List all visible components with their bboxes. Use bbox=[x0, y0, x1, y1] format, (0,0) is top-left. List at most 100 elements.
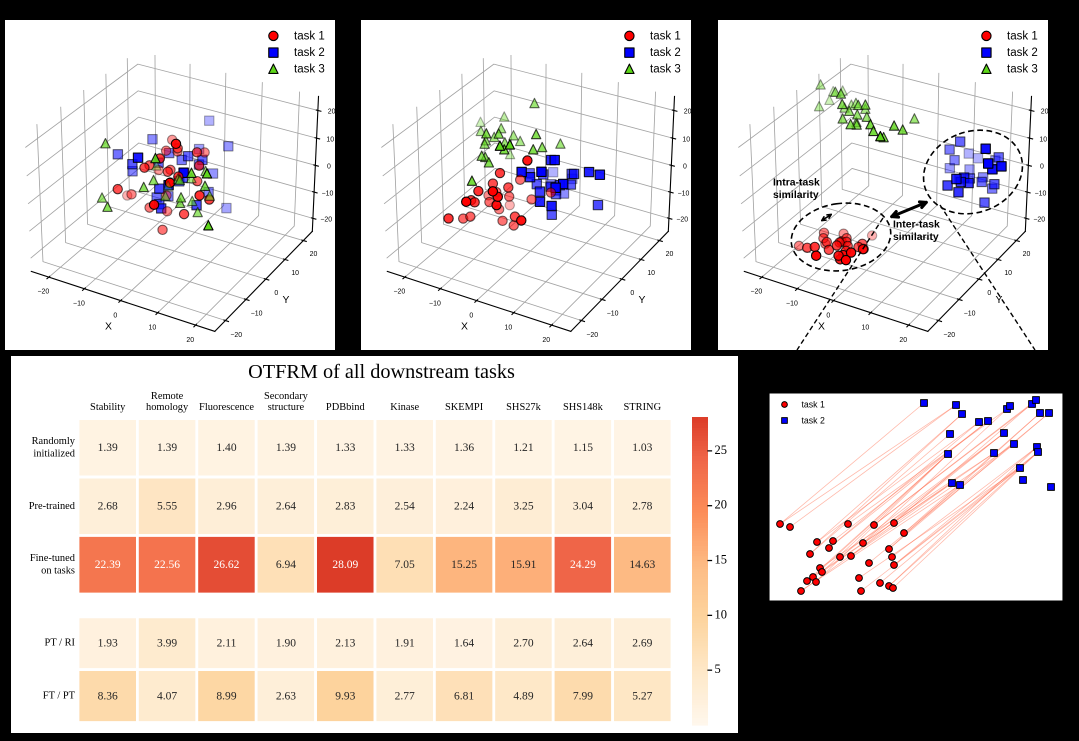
svg-text:Y: Y bbox=[996, 295, 1003, 306]
svg-text:15: 15 bbox=[715, 553, 728, 567]
svg-text:2.54: 2.54 bbox=[395, 501, 415, 513]
svg-text:0: 0 bbox=[1040, 164, 1044, 171]
svg-text:PT / RI: PT / RI bbox=[45, 638, 76, 649]
svg-text:8.36: 8.36 bbox=[98, 690, 118, 702]
svg-text:STRING: STRING bbox=[624, 402, 662, 413]
svg-text:4.89: 4.89 bbox=[513, 690, 533, 702]
svg-text:−20: −20 bbox=[37, 289, 49, 296]
svg-text:task 3: task 3 bbox=[294, 63, 325, 75]
svg-text:2.96: 2.96 bbox=[216, 501, 236, 513]
svg-text:X: X bbox=[818, 322, 825, 333]
svg-text:structure: structure bbox=[268, 402, 305, 413]
svg-text:−20: −20 bbox=[750, 289, 762, 296]
svg-text:28.09: 28.09 bbox=[332, 559, 358, 571]
svg-text:20: 20 bbox=[1023, 251, 1031, 258]
svg-text:−20: −20 bbox=[1033, 217, 1045, 224]
svg-text:similarity: similarity bbox=[773, 190, 819, 201]
svg-text:10: 10 bbox=[647, 270, 655, 277]
svg-text:15.25: 15.25 bbox=[451, 559, 477, 571]
svg-text:1.39: 1.39 bbox=[98, 442, 118, 454]
svg-text:Remote: Remote bbox=[151, 391, 184, 402]
svg-text:−10: −10 bbox=[73, 300, 85, 307]
svg-text:X: X bbox=[461, 322, 468, 333]
svg-text:20: 20 bbox=[899, 337, 907, 344]
svg-text:task 3: task 3 bbox=[1007, 63, 1038, 75]
svg-text:1.39: 1.39 bbox=[276, 442, 296, 454]
svg-text:20: 20 bbox=[328, 109, 335, 116]
svg-text:6.94: 6.94 bbox=[276, 559, 296, 571]
svg-text:20: 20 bbox=[1041, 109, 1048, 116]
svg-text:−10: −10 bbox=[251, 311, 263, 318]
svg-text:9.93: 9.93 bbox=[335, 690, 355, 702]
svg-text:10: 10 bbox=[715, 607, 728, 621]
svg-text:−20: −20 bbox=[943, 332, 955, 339]
svg-text:2.13: 2.13 bbox=[335, 637, 355, 649]
svg-text:2.24: 2.24 bbox=[454, 501, 474, 513]
svg-text:2.69: 2.69 bbox=[632, 637, 652, 649]
svg-text:1.40: 1.40 bbox=[216, 442, 236, 454]
svg-text:24.29: 24.29 bbox=[570, 559, 596, 571]
svg-text:1.33: 1.33 bbox=[335, 442, 355, 454]
svg-text:initialized: initialized bbox=[33, 449, 75, 460]
svg-text:1.39: 1.39 bbox=[157, 442, 177, 454]
svg-text:1.21: 1.21 bbox=[513, 442, 533, 454]
svg-text:25: 25 bbox=[715, 443, 728, 457]
svg-text:PDBbind: PDBbind bbox=[326, 402, 366, 413]
svg-text:FT / PT: FT / PT bbox=[43, 691, 76, 702]
svg-text:1.36: 1.36 bbox=[454, 442, 474, 454]
svg-text:22.39: 22.39 bbox=[95, 559, 121, 571]
svg-text:20: 20 bbox=[310, 251, 318, 258]
svg-text:Randomly: Randomly bbox=[32, 436, 76, 447]
svg-text:−10: −10 bbox=[786, 300, 798, 307]
svg-text:task 2: task 2 bbox=[650, 47, 681, 59]
svg-text:SHS148k: SHS148k bbox=[563, 402, 604, 413]
svg-text:0: 0 bbox=[469, 312, 473, 319]
svg-text:4.07: 4.07 bbox=[157, 690, 177, 702]
svg-text:14.63: 14.63 bbox=[629, 559, 655, 571]
svg-text:10: 10 bbox=[861, 325, 869, 332]
svg-text:task 1: task 1 bbox=[650, 30, 681, 42]
svg-text:10: 10 bbox=[504, 325, 512, 332]
svg-text:−10: −10 bbox=[964, 311, 976, 318]
svg-text:15.91: 15.91 bbox=[511, 559, 537, 571]
svg-text:7.05: 7.05 bbox=[395, 559, 415, 571]
svg-text:1.64: 1.64 bbox=[454, 637, 474, 649]
svg-text:10: 10 bbox=[291, 270, 299, 277]
svg-text:8.99: 8.99 bbox=[216, 690, 236, 702]
svg-text:task 3: task 3 bbox=[650, 63, 681, 75]
svg-text:0: 0 bbox=[683, 164, 687, 171]
svg-text:−20: −20 bbox=[230, 332, 242, 339]
svg-text:−10: −10 bbox=[1035, 190, 1047, 197]
svg-text:3.99: 3.99 bbox=[157, 637, 177, 649]
svg-text:task 2: task 2 bbox=[1007, 47, 1038, 59]
svg-text:0: 0 bbox=[327, 164, 331, 171]
svg-text:2.68: 2.68 bbox=[98, 501, 118, 513]
svg-text:0: 0 bbox=[826, 312, 830, 319]
svg-text:1.93: 1.93 bbox=[98, 637, 118, 649]
svg-text:−10: −10 bbox=[678, 190, 690, 197]
svg-text:Fine-tuned: Fine-tuned bbox=[30, 553, 76, 564]
svg-text:10: 10 bbox=[1004, 270, 1012, 277]
svg-text:SHS27k: SHS27k bbox=[506, 402, 541, 413]
svg-text:−10: −10 bbox=[607, 311, 619, 318]
svg-text:2.64: 2.64 bbox=[276, 501, 296, 513]
svg-text:on tasks: on tasks bbox=[41, 565, 75, 576]
svg-text:0: 0 bbox=[987, 290, 991, 297]
svg-text:10: 10 bbox=[682, 136, 690, 143]
svg-text:22.56: 22.56 bbox=[154, 559, 180, 571]
svg-text:SKEMPI: SKEMPI bbox=[445, 402, 484, 413]
svg-text:3.25: 3.25 bbox=[513, 501, 533, 513]
svg-text:2.11: 2.11 bbox=[217, 637, 237, 649]
svg-text:Inter-task: Inter-task bbox=[893, 220, 940, 231]
svg-text:Kinase: Kinase bbox=[390, 402, 419, 413]
svg-text:20: 20 bbox=[684, 109, 691, 116]
svg-text:26.62: 26.62 bbox=[214, 559, 240, 571]
svg-text:5: 5 bbox=[715, 662, 721, 676]
svg-text:−20: −20 bbox=[676, 217, 688, 224]
svg-text:3.04: 3.04 bbox=[573, 501, 593, 513]
svg-text:−20: −20 bbox=[393, 289, 405, 296]
svg-text:2.77: 2.77 bbox=[395, 690, 415, 702]
svg-text:homology: homology bbox=[146, 402, 189, 413]
svg-text:2.63: 2.63 bbox=[276, 690, 296, 702]
svg-text:1.03: 1.03 bbox=[632, 442, 652, 454]
